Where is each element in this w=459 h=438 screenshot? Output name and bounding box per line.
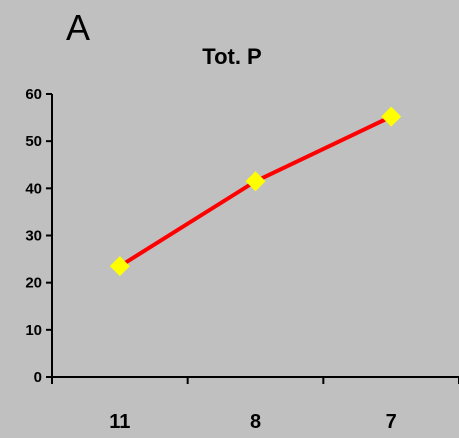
y-tick-label: 0 — [34, 369, 42, 386]
data-point-marker — [381, 106, 402, 127]
series-group — [109, 106, 402, 277]
data-point-marker — [245, 171, 266, 192]
x-tick-label: 11 — [109, 411, 130, 433]
y-tick-labels: 0 10 20 30 40 50 60 — [25, 86, 42, 386]
y-tick-label: 30 — [25, 228, 42, 245]
y-tick-label: 10 — [25, 322, 42, 339]
y-tick-label: 40 — [25, 180, 42, 197]
data-point-marker — [109, 256, 130, 277]
chart-title: Tot. P — [202, 44, 261, 69]
y-tick-label: 20 — [25, 275, 42, 292]
y-tick-label: 50 — [25, 133, 42, 150]
series-line — [118, 114, 393, 268]
y-tick-label: 60 — [25, 86, 42, 103]
x-tick-labels: 11 8 7 — [109, 411, 396, 433]
x-tick-label: 8 — [250, 411, 261, 433]
axes — [46, 93, 459, 384]
panel-letter: A — [66, 7, 90, 48]
x-tick-label: 7 — [386, 411, 397, 433]
